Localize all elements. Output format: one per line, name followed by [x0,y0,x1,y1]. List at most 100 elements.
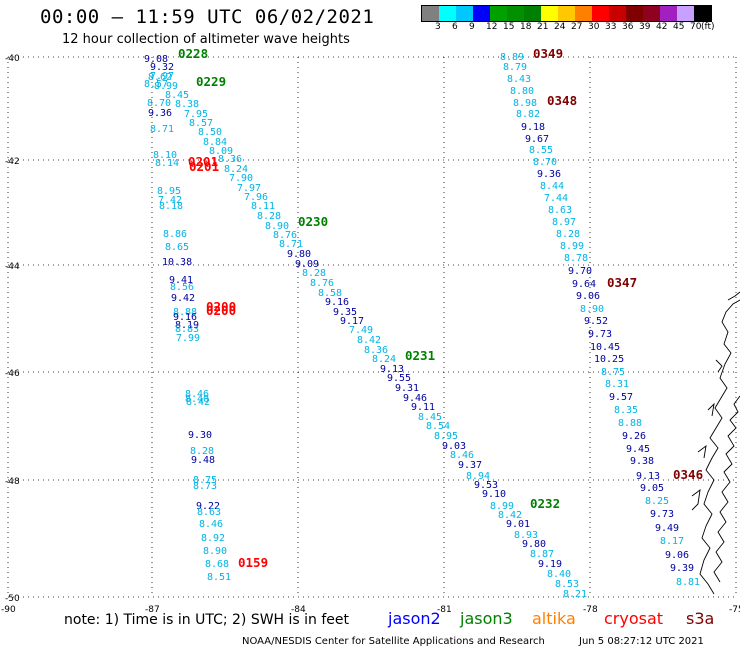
wave-height-value: 9.38 [630,456,654,467]
wave-height-value: 8.28 [257,211,281,222]
wave-height-value: 8.53 [555,579,579,590]
wave-height-value: 8.71 [150,124,174,135]
wave-height-value: 9.03 [442,441,466,452]
generated-timestamp: Jun 5 08:27:12 UTC 2021 [579,636,704,647]
wave-height-value: 9.09 [295,259,319,270]
wave-height-value: 8.71 [279,239,303,250]
wave-height-value: 8.70 [147,98,171,109]
wave-height-value: 9.06 [576,291,600,302]
wave-height-value: 9.17 [340,316,364,327]
wave-height-value: 8.28 [190,446,214,457]
wave-height-value: 8.57 [189,118,213,129]
legend-item-jason2: jason2 [388,609,441,628]
color-scale-label: 3 [435,22,441,32]
wave-height-value: 9.36 [537,169,561,180]
wave-height-value: 8.68 [205,559,229,570]
wave-height-value: 8.24 [224,164,248,175]
wave-height-value: 8.09 [209,146,233,157]
pass-time-label: 0346 [673,467,703,482]
color-scale-label: 21 [537,22,549,32]
wave-height-value: 8.54 [426,421,450,432]
wave-height-value: 9.19 [538,559,562,570]
wave-height-value: 7.90 [229,173,253,184]
wave-height-value: 9.10 [482,489,506,500]
pass-time-label: 0159 [238,555,268,570]
pass-time-label: 0231 [405,348,435,363]
color-swatch [677,6,694,21]
pass-time-label: 0232 [530,496,560,511]
wave-height-value: 8.51 [207,572,231,583]
wave-height-value: 7.97 [237,183,261,194]
coastline-segment [691,488,701,511]
wave-height-value: 8.46 [199,519,223,530]
wave-height-value: 8.11 [251,201,275,212]
wave-height-value: 8.92 [201,533,225,544]
wave-height-value: 10.45 [590,342,620,353]
wave-height-value: 9.67 [525,134,549,145]
wave-height-value: 7.44 [544,193,568,204]
wave-height-value: 7.95 [184,109,208,120]
wave-height-value: 10.38 [162,257,192,268]
wave-height-value: 7.97 [150,71,174,82]
track-labels: 9.089.327.978.578.998.628.458.70 8.389.36… [144,46,703,600]
wave-height-value: 7.96 [244,192,268,203]
wave-height-value: 9.11 [411,402,435,413]
wave-height-value: 8.73 [193,481,217,492]
color-scale-label: 6 [452,22,458,32]
wave-height-value: 9.31 [395,383,419,394]
wave-height-value: 8.38 [175,99,199,110]
wave-height-value: 9.22 [196,501,220,512]
wave-height-value: 8.90 [203,546,227,557]
lat-tick-label: -46 [5,369,20,379]
color-scale-label: 30 [588,22,600,32]
pass-time-label: 0200 [206,303,236,318]
wave-height-value: 8.75 [193,475,217,486]
wave-height-value: 8.90 [265,221,289,232]
wave-height-value: 9.30 [188,430,212,441]
color-scale-label: 9 [469,22,475,32]
color-swatch [609,6,626,21]
wave-height-value: 8.42 [186,397,210,408]
wave-height-value: 8.42 [357,335,381,346]
wave-height-value: 8.56 [170,282,194,293]
wave-height-value: 9.55 [387,373,411,384]
wave-height-value: 8.10 [153,150,177,161]
wave-height-value: 8.97 [552,217,576,228]
wave-height-value: 8.82 [516,109,540,120]
wave-height-value: 9.01 [506,519,530,530]
wave-height-value: 8.84 [203,137,227,148]
color-scale-labels: 3 6 9 12 15 18 21 24 27 30 33 36 39 42 45 70 (ft) [421,22,740,34]
wave-height-value: 8.76 [273,230,297,241]
wave-height-value: 8.42 [498,510,522,521]
color-scale-label: 39 [639,22,651,32]
color-scale-label: 24 [554,22,566,32]
wave-height-value: 8.17 [660,536,684,547]
wave-height-value: 8.81 [676,577,700,588]
wave-height-value: 7.42 [158,195,182,206]
wave-height-value: 9.45 [626,444,650,455]
wave-height-value: 8.86 [163,229,187,240]
lat-tick-label: -50 [5,594,20,604]
pass-time-label: 0228 [178,46,208,61]
color-swatch [524,6,541,21]
credit-line: NOAA/NESDIS Center for Satellite Applica… [242,636,545,647]
wave-height-value: 8.90 [580,304,604,315]
footer-note: note: 1) Time is in UTC; 2) SWH is in fe… [64,612,350,628]
wave-height-value: 8.83 [175,324,199,335]
pass-time-label: 0200 [206,299,236,314]
legend-item-jason3: jason3 [460,609,513,628]
lon-tick-label: -84 [291,605,306,615]
wave-height-value: 9.13 [380,364,404,375]
page-subtitle: 12 hour collection of altimeter wave hei… [62,32,350,47]
wave-height-value: 9.52 [584,316,608,327]
color-swatch [422,6,439,21]
coastline-segment [715,359,723,373]
wave-height-value: 8.46 [450,450,474,461]
color-swatch [439,6,456,21]
wave-height-value: 8.95 [157,186,181,197]
wave-height-value: 9.05 [640,483,664,494]
wave-height-value: 8.46 [185,389,209,400]
color-scale-label: 42 [656,22,668,32]
color-scale-label: 45 [673,22,685,32]
